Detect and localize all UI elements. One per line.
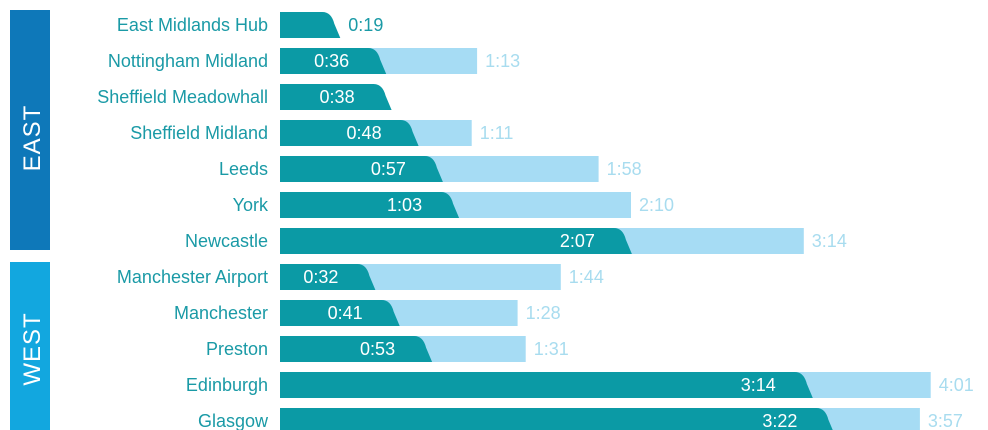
- current-time-label: 1:31: [534, 339, 569, 359]
- hs2-time-label: 0:48: [347, 123, 382, 143]
- hs2-time-label: 0:19: [348, 15, 383, 35]
- current-time-label: 3:14: [812, 231, 847, 251]
- hs2-time-label: 3:14: [741, 375, 776, 395]
- station-row: Manchester Airport 1:44 0:32: [117, 264, 604, 290]
- station-label: Nottingham Midland: [108, 51, 268, 71]
- station-label: Newcastle: [185, 231, 268, 251]
- current-time-label: 1:13: [485, 51, 520, 71]
- hs2-time-label: 0:41: [328, 303, 363, 323]
- bar-rows: East Midlands Hub 0:19 Nottingham Midland 1…: [97, 12, 974, 430]
- current-time-label: 3:57: [928, 411, 963, 430]
- station-label: Edinburgh: [186, 375, 268, 395]
- station-label: Manchester: [174, 303, 268, 323]
- hs2-time-label: 0:32: [303, 267, 338, 287]
- hs2-time-label: 0:57: [371, 159, 406, 179]
- current-time-label: 1:28: [526, 303, 561, 323]
- hs2-time-label: 0:38: [320, 87, 355, 107]
- station-row: Nottingham Midland 1:13 0:36: [108, 48, 520, 74]
- hs2-time-bar: [280, 12, 340, 38]
- station-label: East Midlands Hub: [117, 15, 268, 35]
- station-row: Manchester 1:28 0:41: [174, 300, 561, 326]
- station-label: York: [233, 195, 269, 215]
- hs2-time-bar: [280, 192, 459, 218]
- current-time-label: 1:58: [607, 159, 642, 179]
- current-time-label: 1:11: [480, 123, 514, 143]
- station-label: Manchester Airport: [117, 267, 268, 287]
- current-time-label: 4:01: [939, 375, 974, 395]
- station-label: Leeds: [219, 159, 268, 179]
- station-label: Sheffield Meadowhall: [97, 87, 268, 107]
- hs2-time-label: 2:07: [560, 231, 595, 251]
- hs2-time-bar: [280, 156, 443, 182]
- station-row: Glasgow 3:57 3:22: [198, 408, 963, 430]
- hs2-time-label: 0:53: [360, 339, 395, 359]
- station-label: Preston: [206, 339, 268, 359]
- hs2-time-bar: [280, 336, 432, 362]
- hs2-time-label: 3:22: [762, 411, 797, 430]
- station-row: Leeds 1:58 0:57: [219, 156, 642, 182]
- station-label: Sheffield Midland: [130, 123, 268, 143]
- east-region-label: EAST: [19, 105, 46, 172]
- hs2-time-bar: [280, 372, 813, 398]
- station-row: York 2:10 1:03: [233, 192, 674, 218]
- station-label: Glasgow: [198, 411, 269, 430]
- station-row: East Midlands Hub 0:19: [117, 12, 383, 38]
- current-time-label: 1:44: [569, 267, 604, 287]
- hs2-time-label: 1:03: [387, 195, 422, 215]
- station-row: Edinburgh 4:01 3:14: [186, 372, 974, 398]
- station-row: Sheffield Midland 1:11 0:48: [130, 120, 513, 146]
- current-time-label: 2:10: [639, 195, 674, 215]
- hs2-time-bar: [280, 408, 834, 430]
- station-row: Sheffield Meadowhall 0:38: [97, 84, 391, 110]
- hs2-time-label: 0:36: [314, 51, 349, 71]
- west-region-label: WEST: [19, 312, 46, 385]
- station-row: Newcastle 3:14 2:07: [185, 228, 847, 254]
- station-row: Preston 1:31 0:53: [206, 336, 569, 362]
